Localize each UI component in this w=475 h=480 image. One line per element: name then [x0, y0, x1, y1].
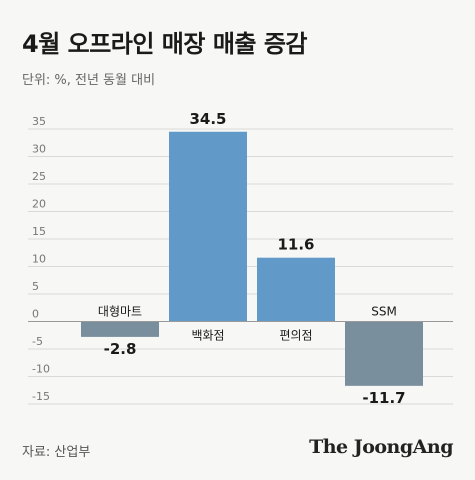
- value-label: -11.7: [362, 389, 405, 407]
- bar: [345, 321, 423, 386]
- value-label: 34.5: [189, 110, 226, 128]
- y-tick-label: 35: [32, 115, 46, 128]
- y-tick-label: 30: [32, 143, 46, 156]
- y-tick-label: 10: [32, 253, 46, 266]
- bar: [81, 321, 159, 337]
- category-label: 백화점: [191, 329, 224, 343]
- y-tick-label: 15: [32, 225, 46, 238]
- y-tick-label: -10: [32, 363, 50, 376]
- category-label: 편의점: [279, 329, 312, 343]
- chart-title: 4월 오프라인 매장 매출 증감: [22, 30, 308, 58]
- unit-label: 단위: %, 전년 동월 대비: [22, 73, 156, 88]
- y-tick-label: -5: [32, 335, 43, 348]
- source-label: 자료: 산업부: [22, 445, 91, 460]
- bar-chart: 35 30 25 20 15 10 5 0 -5 -10 -15 -2.8 대형마트 34.5 백화점 11.…: [28, 110, 453, 407]
- y-tick-label: 25: [32, 170, 46, 183]
- y-tick-label: 20: [32, 198, 46, 211]
- y-tick-label: 0: [32, 308, 39, 321]
- y-tick-label: -15: [32, 390, 50, 403]
- brand-logo: The JoongAng: [309, 436, 453, 458]
- category-label: SSM: [371, 305, 397, 319]
- y-tick-label: 5: [32, 280, 39, 293]
- bar: [257, 257, 335, 322]
- value-label: -2.8: [104, 340, 137, 358]
- category-label: 대형마트: [98, 305, 142, 319]
- value-label: 11.6: [277, 236, 314, 254]
- bar: [169, 131, 247, 322]
